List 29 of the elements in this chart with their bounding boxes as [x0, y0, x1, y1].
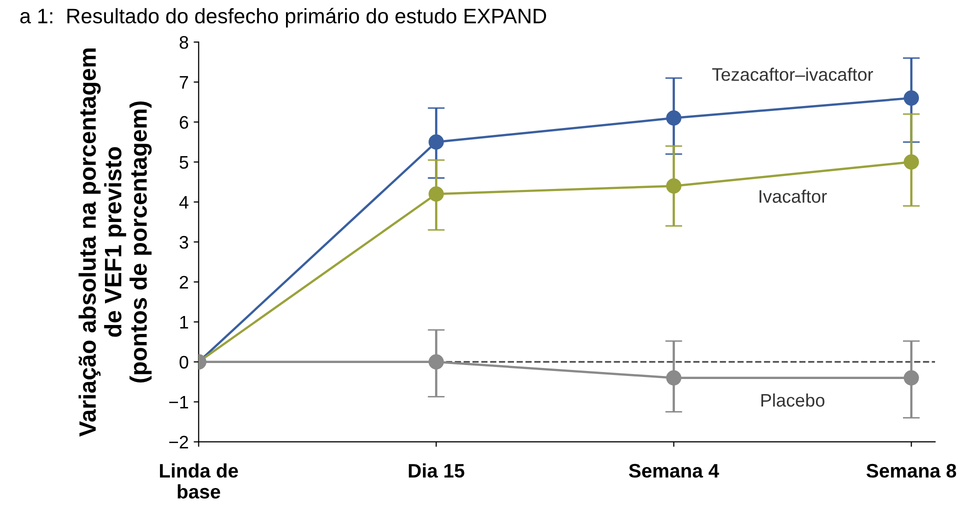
series-label: Ivacaftor [760, 190, 827, 203]
series-label: Tezacaftor–ivacaftor [712, 68, 874, 81]
y-tick-label: 6 [180, 116, 188, 129]
x-tick-label: Dia 15 [408, 463, 464, 478]
point [904, 154, 919, 170]
y-tick-label: 4 [179, 196, 188, 209]
y-tick-label: 1 [180, 316, 188, 328]
point [904, 90, 919, 106]
y-tick-label: 0 [180, 356, 188, 369]
point [428, 354, 444, 370]
point [666, 110, 682, 126]
y-tick-label: 5 [180, 156, 188, 169]
point [428, 134, 444, 150]
y-axis-title: Variação absoluta na porcentagem de VEF1 previsto (pontos de porcentagem) [78, 48, 152, 437]
y-tick-label: −1 [169, 396, 188, 408]
point [428, 186, 444, 202]
y-tick-label: 2 [180, 276, 188, 288]
point [904, 370, 919, 386]
x-tick-label: Semana 8 [866, 464, 956, 478]
point [666, 370, 682, 386]
y-tick-label: 7 [180, 76, 188, 89]
y-tick-label: 3 [180, 236, 188, 249]
x-tick-label: Semana 4 [628, 464, 720, 478]
x-tick-label: Linda de base [160, 463, 238, 499]
chart-title: a 1: Resultado do desfecho primário do estudo EXPAND [20, 8, 546, 28]
series-label: Placebo [761, 393, 824, 407]
y-tick-label: −2 [169, 436, 188, 448]
point [666, 178, 682, 194]
y-tick-label: 8 [180, 36, 188, 49]
